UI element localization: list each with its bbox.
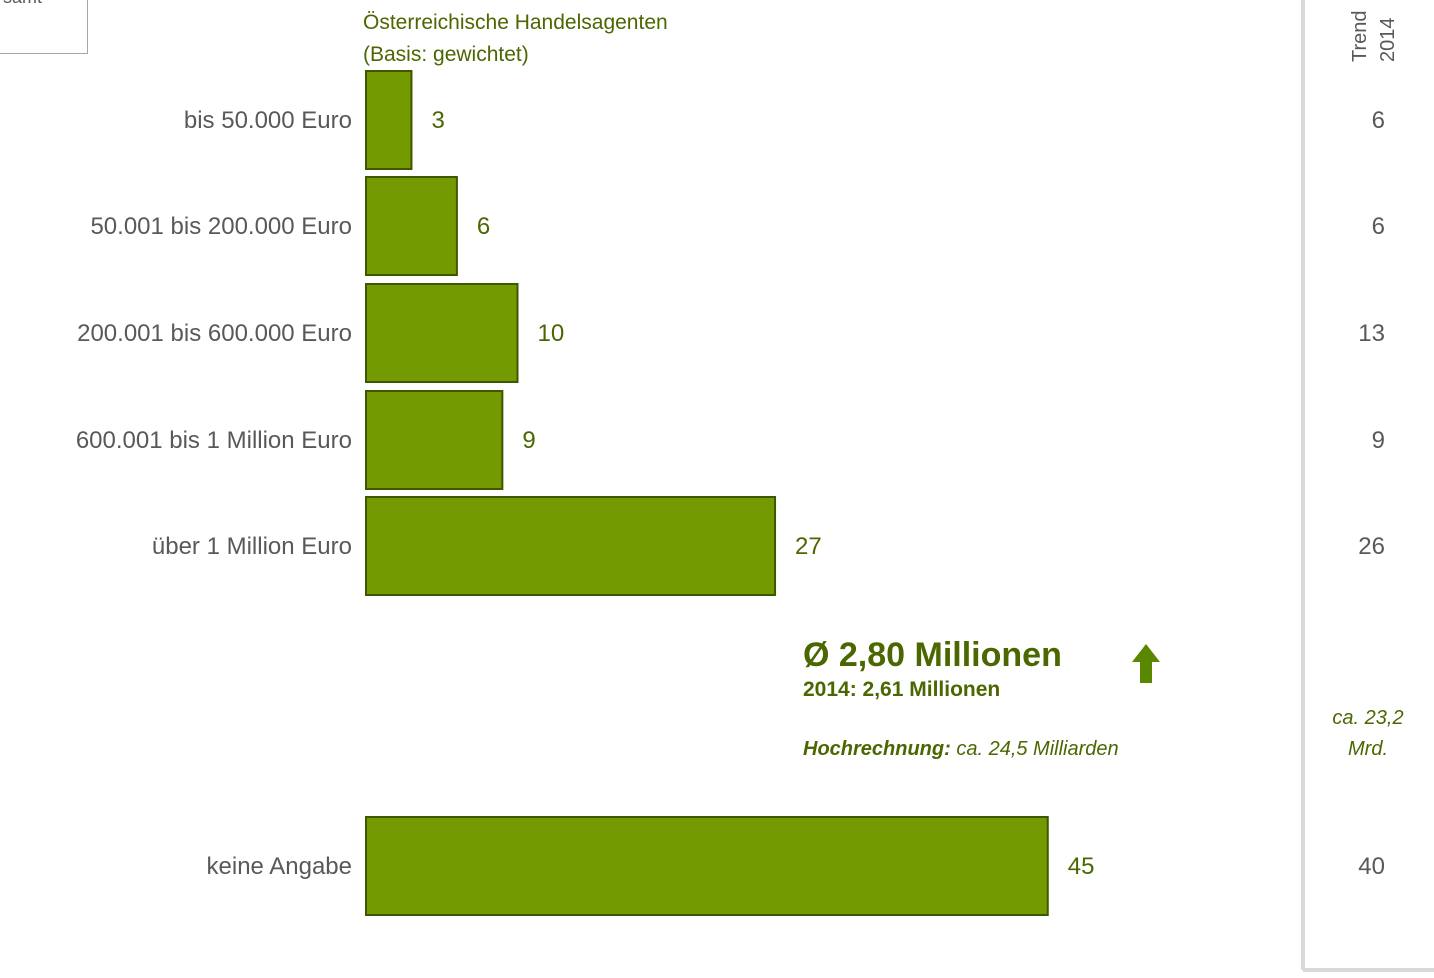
bar xyxy=(365,390,504,490)
legend-box-fragment: samt xyxy=(0,0,88,54)
extrapolation-value: ca. 24,5 Milliarden xyxy=(951,738,1119,760)
trend-value: 26 xyxy=(1358,533,1385,560)
trend-up-arrow-icon xyxy=(1132,644,1160,683)
chart-title-line1: Österreichische Handelsagenten xyxy=(363,11,668,34)
category-label: 50.001 bis 200.000 Euro xyxy=(90,213,352,240)
category-label: über 1 Million Euro xyxy=(152,533,352,560)
category-label: 600.001 bis 1 Million Euro xyxy=(76,427,352,454)
value-label: 9 xyxy=(522,427,535,454)
previous-average: 2014: 2,61 Millionen xyxy=(803,678,1000,701)
value-label: 10 xyxy=(538,320,565,347)
trend-value: 6 xyxy=(1372,107,1385,134)
bar xyxy=(365,816,1049,916)
category-label: 200.001 bis 600.000 Euro xyxy=(77,320,352,347)
value-label: 45 xyxy=(1068,853,1095,880)
value-label: 3 xyxy=(431,107,444,134)
value-label: 6 xyxy=(477,213,490,240)
category-label: bis 50.000 Euro xyxy=(184,107,352,134)
bar xyxy=(365,283,519,383)
trend-value: 9 xyxy=(1372,427,1385,454)
extrapolation-label: Hochrechnung: xyxy=(803,738,951,760)
legend-box-label: samt xyxy=(3,0,42,8)
average-value: Ø 2,80 Millionen xyxy=(803,636,1062,674)
trend-value: 40 xyxy=(1358,853,1385,880)
trend-header-line1: Trend xyxy=(1349,10,1371,62)
trend-extrapolation-line1: ca. 23,2 xyxy=(1332,707,1403,729)
extrapolation-text: Hochrechnung: ca. 24,5 Milliarden xyxy=(803,738,1119,760)
bar xyxy=(365,70,413,170)
bar xyxy=(365,496,777,596)
chart-title-line2: (Basis: gewichtet) xyxy=(363,43,529,66)
trend-header-line2: 2014 xyxy=(1377,18,1399,63)
value-label: 27 xyxy=(795,533,822,560)
trend-value: 6 xyxy=(1372,213,1385,240)
trend-value: 13 xyxy=(1358,320,1385,347)
bar xyxy=(365,176,458,276)
trend-extrapolation-line2: Mrd. xyxy=(1348,738,1388,760)
category-label: keine Angabe xyxy=(207,853,352,880)
